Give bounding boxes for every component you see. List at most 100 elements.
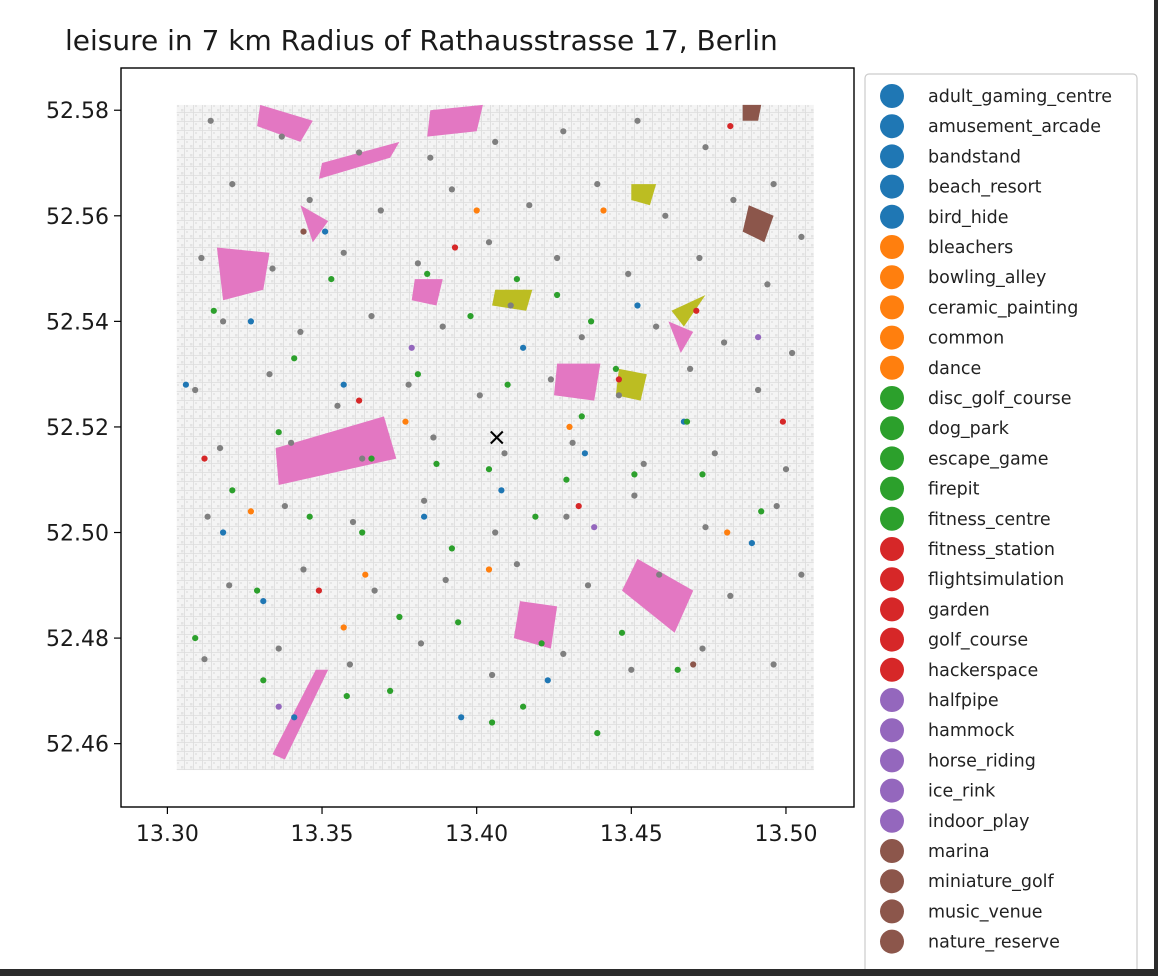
data-point bbox=[640, 460, 647, 467]
legend-label: disc_golf_course bbox=[928, 389, 1072, 409]
data-point bbox=[421, 497, 428, 504]
data-point bbox=[538, 640, 545, 647]
legend: adult_gaming_centre amusement_arcadebands… bbox=[864, 73, 1138, 969]
area-polygon bbox=[622, 558, 694, 633]
y-tick-label: 52.50 bbox=[46, 522, 109, 547]
data-point bbox=[473, 207, 480, 214]
data-point bbox=[702, 144, 709, 151]
legend-label: indoor_play bbox=[928, 812, 1029, 832]
data-point bbox=[448, 186, 455, 193]
area-polygon bbox=[742, 205, 774, 243]
data-point bbox=[560, 128, 567, 135]
data-point bbox=[201, 656, 208, 663]
data-point bbox=[696, 254, 703, 262]
x-tick-label: 13.30 bbox=[136, 822, 199, 847]
area-polygon bbox=[300, 205, 329, 243]
area-polygon bbox=[427, 104, 483, 137]
data-point bbox=[377, 207, 384, 214]
data-point bbox=[315, 587, 322, 594]
y-tick-label: 52.52 bbox=[46, 416, 109, 441]
data-point bbox=[192, 635, 199, 642]
area-polygon bbox=[513, 601, 558, 649]
legend-label: adult_gaming_centre bbox=[928, 87, 1112, 107]
data-point bbox=[770, 661, 777, 668]
data-point bbox=[755, 386, 762, 394]
area-polygon bbox=[275, 416, 397, 485]
data-point bbox=[798, 233, 805, 240]
data-point bbox=[513, 561, 521, 568]
data-point bbox=[594, 730, 601, 737]
data-point bbox=[300, 566, 307, 573]
data-point bbox=[201, 455, 208, 462]
data-point bbox=[594, 181, 601, 188]
data-point bbox=[618, 629, 626, 636]
legend-marker bbox=[880, 899, 904, 924]
data-point bbox=[702, 524, 709, 531]
legend-label: miniature_golf bbox=[928, 872, 1055, 892]
data-point bbox=[575, 503, 582, 510]
data-point bbox=[631, 471, 638, 478]
data-point bbox=[727, 592, 734, 600]
data-point bbox=[687, 365, 694, 372]
data-point bbox=[275, 703, 282, 710]
area-polygon bbox=[216, 247, 270, 301]
legend-label: halfpipe bbox=[928, 691, 999, 711]
data-point bbox=[430, 434, 437, 441]
legend-marker bbox=[880, 265, 904, 290]
data-point bbox=[340, 624, 347, 631]
data-point bbox=[485, 239, 493, 246]
data-point bbox=[615, 392, 623, 399]
data-point bbox=[631, 492, 638, 499]
data-point bbox=[612, 365, 620, 372]
legend-label: fitness_centre bbox=[928, 510, 1051, 530]
data-point bbox=[439, 323, 446, 330]
legend-item: dog_park bbox=[880, 416, 1010, 441]
data-point bbox=[634, 117, 641, 124]
area-polygon bbox=[411, 279, 443, 306]
data-point bbox=[699, 645, 706, 652]
legend-item: dance bbox=[880, 355, 981, 380]
x-tick-label: 13.40 bbox=[445, 822, 508, 847]
legend-marker bbox=[880, 869, 904, 894]
data-point bbox=[578, 334, 585, 341]
data-point bbox=[269, 265, 276, 272]
legend-item: bandstand bbox=[880, 144, 1021, 169]
area-polygon bbox=[615, 368, 647, 401]
legend-label: firepit bbox=[928, 480, 980, 500]
area-polygon bbox=[554, 363, 601, 401]
legend-marker bbox=[880, 325, 904, 350]
legend-label: music_venue bbox=[928, 902, 1043, 922]
data-point bbox=[349, 518, 357, 526]
data-point bbox=[408, 344, 415, 351]
data-point bbox=[560, 650, 567, 658]
data-point bbox=[758, 508, 765, 515]
data-point bbox=[229, 181, 236, 188]
area-polygons-layer bbox=[216, 104, 774, 760]
legend-label: flightsimulation bbox=[928, 570, 1064, 590]
data-point bbox=[584, 582, 592, 589]
y-tick-label: 52.54 bbox=[46, 310, 109, 335]
area-polygon bbox=[318, 141, 400, 179]
data-point bbox=[721, 339, 728, 346]
data-point bbox=[220, 318, 227, 325]
legend-label: golf_course bbox=[928, 631, 1028, 651]
legend-label: dog_park bbox=[928, 419, 1010, 439]
data-point bbox=[489, 671, 496, 679]
legend-label: hammock bbox=[928, 721, 1015, 741]
legend-marker bbox=[880, 386, 904, 410]
legend-marker bbox=[880, 657, 904, 682]
legend-item: golf_course bbox=[880, 627, 1028, 652]
area-polygon bbox=[668, 321, 694, 353]
data-point bbox=[485, 466, 493, 473]
y-tick-label: 52.46 bbox=[46, 733, 109, 758]
legend-marker bbox=[880, 174, 904, 199]
legend-label: horse_riding bbox=[928, 751, 1036, 771]
data-point bbox=[427, 154, 434, 161]
data-point bbox=[563, 513, 570, 520]
legend-item: beach_resort bbox=[880, 174, 1042, 199]
data-point bbox=[433, 460, 440, 467]
legend-label: hackerspace bbox=[928, 661, 1038, 681]
legend-marker bbox=[880, 567, 904, 592]
data-point bbox=[207, 117, 214, 124]
